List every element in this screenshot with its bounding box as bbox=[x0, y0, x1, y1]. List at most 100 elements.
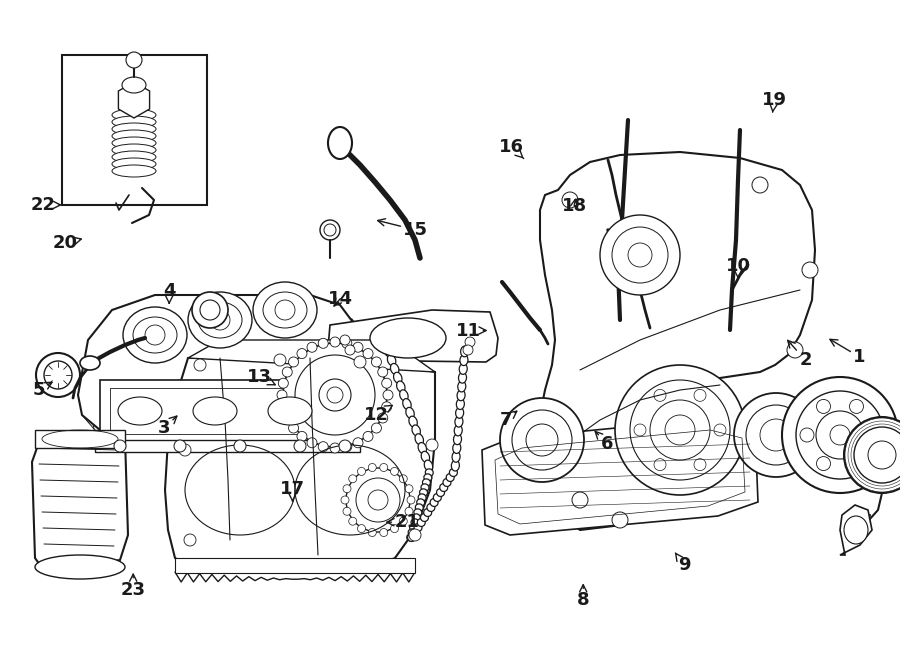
Ellipse shape bbox=[198, 302, 242, 338]
Ellipse shape bbox=[380, 529, 388, 537]
Ellipse shape bbox=[112, 130, 156, 142]
Ellipse shape bbox=[194, 359, 206, 371]
Ellipse shape bbox=[353, 438, 363, 447]
Ellipse shape bbox=[340, 335, 350, 345]
Ellipse shape bbox=[368, 463, 376, 471]
Ellipse shape bbox=[526, 424, 558, 456]
Ellipse shape bbox=[123, 307, 187, 363]
Ellipse shape bbox=[760, 419, 792, 451]
Text: 22: 22 bbox=[31, 196, 60, 214]
Ellipse shape bbox=[421, 451, 429, 462]
Ellipse shape bbox=[348, 475, 356, 483]
Ellipse shape bbox=[372, 357, 382, 367]
Ellipse shape bbox=[456, 399, 464, 410]
Ellipse shape bbox=[800, 428, 814, 442]
Ellipse shape bbox=[278, 402, 288, 412]
Polygon shape bbox=[165, 358, 435, 572]
Ellipse shape bbox=[382, 378, 392, 388]
Ellipse shape bbox=[440, 483, 447, 492]
Bar bbox=[35, 430, 125, 448]
Ellipse shape bbox=[403, 399, 411, 410]
Ellipse shape bbox=[343, 485, 351, 492]
Ellipse shape bbox=[268, 397, 312, 425]
Ellipse shape bbox=[114, 440, 126, 452]
Ellipse shape bbox=[830, 425, 850, 445]
Polygon shape bbox=[840, 505, 872, 555]
Ellipse shape bbox=[458, 372, 466, 383]
Ellipse shape bbox=[400, 390, 408, 401]
Text: 9: 9 bbox=[675, 553, 690, 574]
Ellipse shape bbox=[357, 467, 365, 475]
Ellipse shape bbox=[459, 364, 467, 374]
Ellipse shape bbox=[253, 282, 317, 338]
Ellipse shape bbox=[410, 529, 419, 537]
Ellipse shape bbox=[421, 484, 429, 491]
Ellipse shape bbox=[80, 356, 100, 370]
Ellipse shape bbox=[319, 338, 328, 348]
Ellipse shape bbox=[210, 310, 230, 330]
Ellipse shape bbox=[461, 346, 469, 357]
Text: 10: 10 bbox=[725, 256, 751, 278]
Ellipse shape bbox=[391, 525, 399, 533]
Ellipse shape bbox=[342, 338, 352, 348]
Ellipse shape bbox=[174, 440, 186, 452]
Ellipse shape bbox=[145, 325, 165, 345]
Ellipse shape bbox=[278, 378, 288, 388]
Text: 16: 16 bbox=[499, 137, 524, 159]
Ellipse shape bbox=[844, 516, 868, 544]
Ellipse shape bbox=[382, 402, 392, 412]
Ellipse shape bbox=[424, 460, 433, 471]
Ellipse shape bbox=[512, 410, 572, 470]
Ellipse shape bbox=[407, 534, 415, 541]
Ellipse shape bbox=[200, 300, 220, 320]
Ellipse shape bbox=[283, 343, 387, 447]
Ellipse shape bbox=[612, 227, 668, 283]
Ellipse shape bbox=[630, 380, 730, 480]
Ellipse shape bbox=[816, 411, 864, 459]
Ellipse shape bbox=[400, 517, 408, 525]
Ellipse shape bbox=[446, 473, 454, 481]
Ellipse shape bbox=[307, 438, 317, 447]
Ellipse shape bbox=[427, 504, 435, 512]
Ellipse shape bbox=[363, 348, 373, 358]
Ellipse shape bbox=[393, 372, 402, 383]
Ellipse shape bbox=[415, 504, 423, 511]
Ellipse shape bbox=[368, 529, 376, 537]
Polygon shape bbox=[188, 340, 435, 372]
Ellipse shape bbox=[419, 489, 428, 496]
Text: 6: 6 bbox=[595, 432, 614, 453]
Ellipse shape bbox=[383, 390, 393, 400]
Ellipse shape bbox=[372, 423, 382, 433]
Polygon shape bbox=[540, 152, 815, 530]
Ellipse shape bbox=[449, 469, 457, 477]
Ellipse shape bbox=[454, 425, 463, 436]
Ellipse shape bbox=[452, 451, 460, 462]
Ellipse shape bbox=[357, 525, 365, 533]
Text: 12: 12 bbox=[364, 405, 392, 424]
Ellipse shape bbox=[782, 377, 898, 493]
Ellipse shape bbox=[122, 77, 146, 93]
Ellipse shape bbox=[234, 440, 246, 452]
Ellipse shape bbox=[112, 137, 156, 149]
Ellipse shape bbox=[274, 354, 286, 366]
Polygon shape bbox=[119, 82, 149, 118]
Ellipse shape bbox=[370, 318, 446, 358]
Ellipse shape bbox=[356, 478, 400, 522]
Bar bbox=[100, 380, 355, 442]
Ellipse shape bbox=[414, 524, 422, 531]
Ellipse shape bbox=[126, 52, 142, 68]
Polygon shape bbox=[32, 432, 128, 572]
Ellipse shape bbox=[277, 390, 287, 400]
Ellipse shape bbox=[391, 364, 399, 375]
Ellipse shape bbox=[112, 109, 156, 121]
Ellipse shape bbox=[35, 555, 125, 579]
Bar bbox=[62, 55, 207, 205]
Text: 15: 15 bbox=[378, 219, 428, 239]
Text: 19: 19 bbox=[761, 91, 787, 112]
Ellipse shape bbox=[405, 485, 413, 492]
Ellipse shape bbox=[654, 389, 666, 401]
Ellipse shape bbox=[409, 529, 421, 541]
Ellipse shape bbox=[112, 144, 156, 156]
Ellipse shape bbox=[275, 300, 295, 320]
Ellipse shape bbox=[112, 123, 156, 135]
